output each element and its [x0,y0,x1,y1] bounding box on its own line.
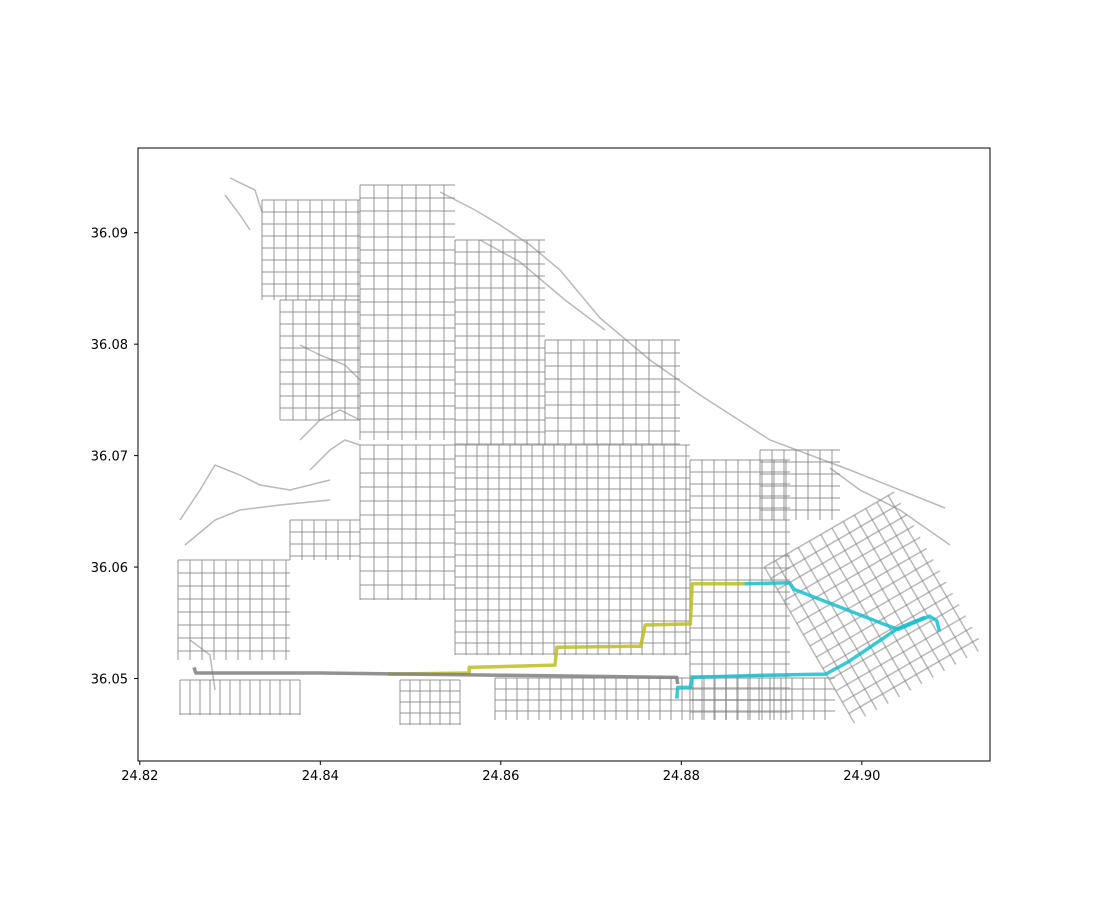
x-axis-ticks: 24.82 24.84 24.86 24.88 24.90 [121,769,880,784]
road-segment [822,592,954,670]
road-segment [835,615,967,692]
road-segment [786,553,878,711]
road-network [177,177,980,725]
axes-frame [137,147,991,762]
y-tick-label: 36.08 [91,338,128,353]
road-segment [770,502,902,579]
road-segment [764,491,895,568]
road-segment [309,439,361,471]
road-segment [189,639,216,691]
road-segment [808,540,901,698]
road-segment [777,513,908,591]
road-segment [796,547,928,624]
road-segment [842,626,973,703]
x-tick-label: 24.86 [482,769,519,784]
x-tick-label: 24.82 [121,769,158,784]
road-segment [479,239,606,331]
road-segment [887,495,979,652]
road-segment [763,566,856,724]
road-segment [831,527,923,685]
y-tick-label: 36.06 [91,561,128,576]
tick-marks [134,232,863,765]
road-segment [299,344,361,381]
route-path [387,582,745,676]
road-segment [797,547,889,704]
road-segment [783,525,915,602]
x-tick-label: 24.90 [843,769,880,784]
road-segment [820,534,912,691]
x-tick-label: 24.88 [663,769,700,784]
y-tick-label: 36.05 [91,673,128,688]
road-segment [179,464,331,521]
route-path [675,615,926,699]
road-segment [853,514,946,672]
route-path [192,666,680,685]
road-segment [184,499,331,546]
road-segment [790,536,921,613]
y-tick-label: 36.07 [91,450,128,465]
road-segment [803,558,934,636]
road-segment [876,501,968,659]
road-segment [848,637,980,715]
road-segment [299,409,361,441]
rotated-road-grid [763,491,980,724]
road-segment [809,570,941,647]
road-segment [829,603,960,681]
road-segment [224,194,251,231]
road-segment [229,177,263,213]
y-axis-ticks: 36.05 36.06 36.07 36.08 36.09 [91,227,128,688]
road-segment [842,521,934,678]
road-segment [816,581,947,658]
road-segment [865,508,957,665]
y-tick-label: 36.09 [91,227,128,242]
route-overlays [192,580,942,699]
x-tick-label: 24.84 [302,769,339,784]
